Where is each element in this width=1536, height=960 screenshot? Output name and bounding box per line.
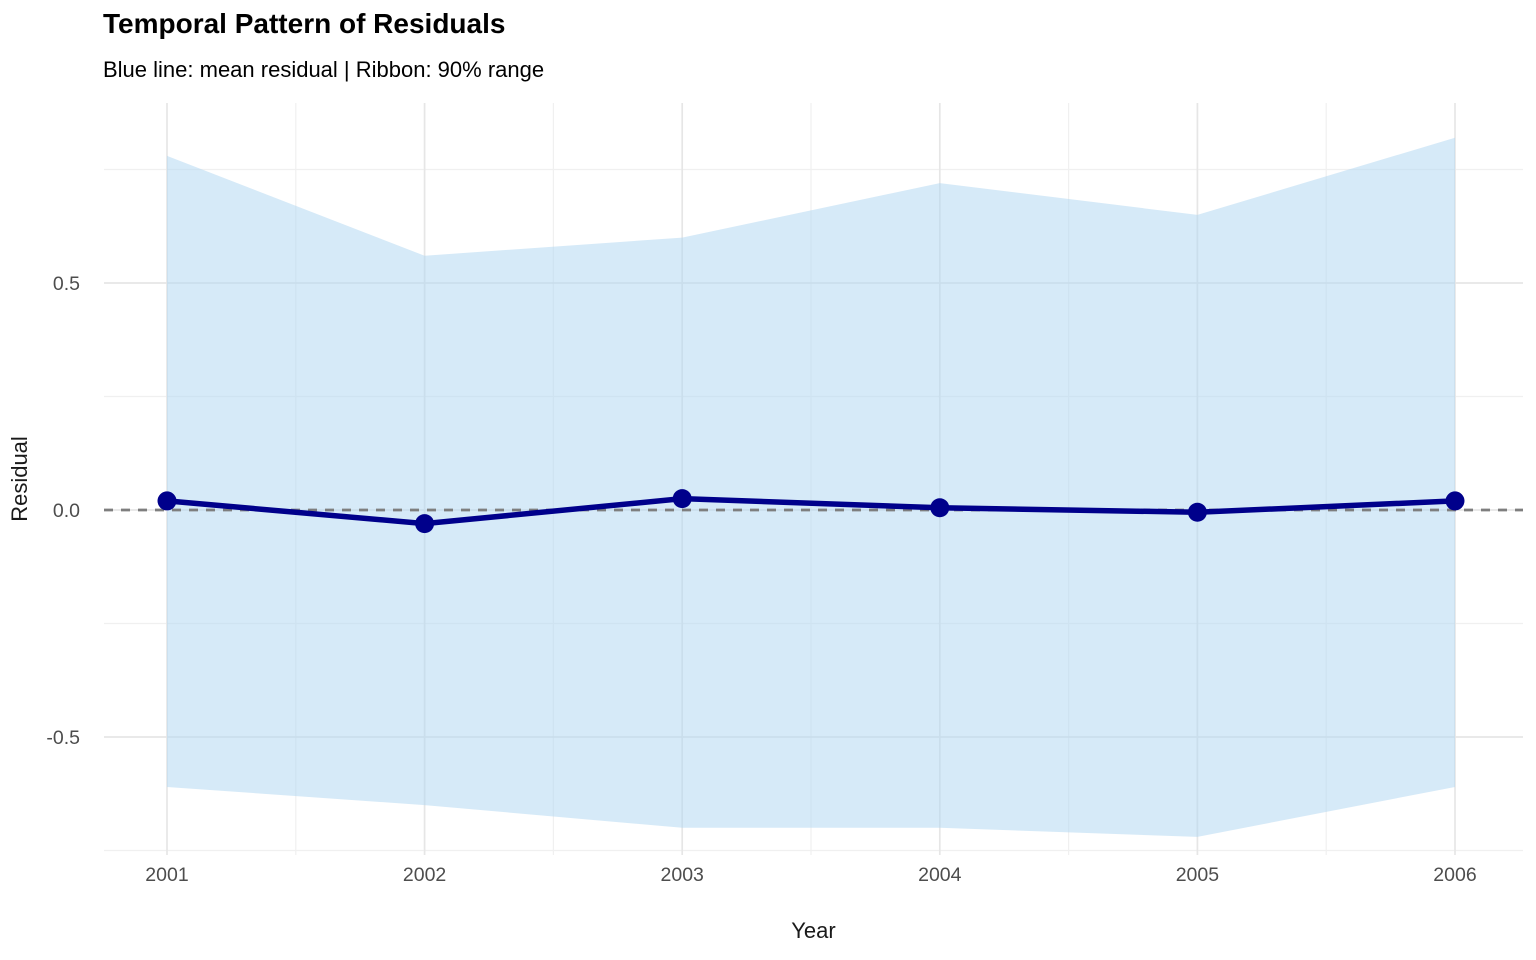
data-point <box>415 514 435 534</box>
x-tick-label: 2006 <box>1433 864 1476 886</box>
y-axis-tick-labels: -0.5 0.0 0.5 <box>46 273 80 749</box>
data-points <box>157 489 1465 534</box>
y-tick-label: 0.5 <box>53 273 80 295</box>
data-point <box>672 489 692 509</box>
chart-subtitle: Blue line: mean residual | Ribbon: 90% r… <box>103 57 545 82</box>
data-point <box>1187 502 1207 522</box>
x-axis-tick-labels: 2001 2002 2003 2004 2005 2006 <box>145 864 1476 886</box>
ribbon-90pct-range <box>167 137 1455 837</box>
x-tick-label: 2005 <box>1176 864 1220 886</box>
y-tick-label: -0.5 <box>46 727 80 749</box>
data-point <box>930 498 950 518</box>
chart-title: Temporal Pattern of Residuals <box>103 8 506 39</box>
x-tick-label: 2001 <box>145 864 188 886</box>
mean-residual-line <box>164 495 1458 527</box>
y-tick-label: 0.0 <box>53 500 80 522</box>
x-axis-title: Year <box>791 918 835 943</box>
x-tick-label: 2003 <box>661 864 704 886</box>
y-axis-title: Residual <box>7 436 32 522</box>
x-tick-label: 2002 <box>403 864 446 886</box>
x-tick-label: 2004 <box>918 864 962 886</box>
data-point <box>157 491 177 511</box>
data-point <box>1445 491 1465 511</box>
